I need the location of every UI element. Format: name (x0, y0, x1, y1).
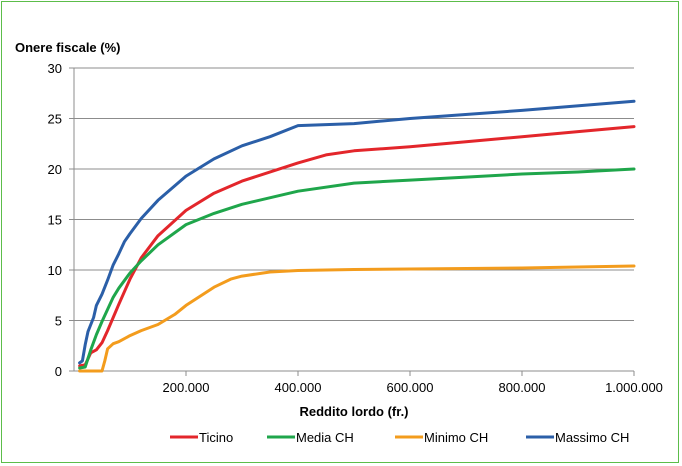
grid-lines (74, 67, 634, 321)
legend-label: Media CH (296, 430, 354, 445)
series-line-media-ch (78, 167, 636, 370)
y-axis-title: Onere fiscale (%) (15, 40, 121, 55)
axes (69, 67, 635, 376)
y-tick-label: 20 (48, 162, 62, 177)
y-tick-label: 0 (55, 364, 62, 379)
y-tick-label: 15 (48, 213, 62, 228)
series-lines (78, 99, 636, 373)
series-line-minimo-ch (78, 264, 636, 373)
series-line-massimo-ch (78, 99, 636, 365)
legend-label: Minimo CH (424, 430, 488, 445)
x-tick-label: 200.000 (163, 380, 210, 395)
x-tick-label: 600.000 (387, 380, 434, 395)
y-tick-label: 10 (48, 263, 62, 278)
y-tick-label: 30 (48, 61, 62, 76)
x-tick-label: 800.000 (499, 380, 546, 395)
y-tick-label: 5 (55, 314, 62, 329)
y-tick-labels: 0 5 10 15 20 25 30 (48, 61, 62, 379)
x-tick-labels: 200.000 400.000 600.000 800.000 1.000.000 (163, 380, 663, 395)
series-line-ticino (78, 125, 636, 368)
y-tick-label: 25 (48, 112, 62, 127)
x-tick-label: 400.000 (275, 380, 322, 395)
legend: Ticino Media CH Minimo CH Massimo CH (170, 430, 629, 445)
x-tick-label: 1.000.000 (605, 380, 663, 395)
x-axis-title: Reddito lordo (fr.) (299, 404, 408, 419)
legend-label: Ticino (199, 430, 233, 445)
legend-label: Massimo CH (555, 430, 629, 445)
